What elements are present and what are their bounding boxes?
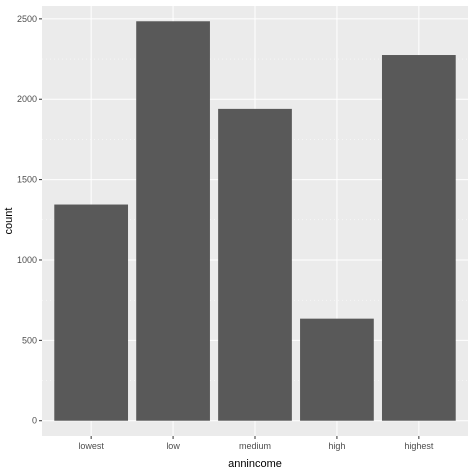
- x-axis: lowest low medium high highest: [78, 436, 434, 451]
- y-tick-label: 1000: [17, 255, 37, 265]
- y-tick-label: 2000: [17, 94, 37, 104]
- y-axis-title: count: [3, 208, 15, 235]
- bar-medium: [218, 108, 292, 421]
- x-tick-label-medium: medium: [239, 441, 271, 451]
- x-tick-label-lowest: lowest: [78, 441, 104, 451]
- y-tick-label: 1500: [17, 175, 37, 185]
- x-tick-label-highest: highest: [404, 441, 434, 451]
- bar-low: [136, 21, 210, 421]
- bar-high: [300, 318, 374, 421]
- y-tick-label: 2500: [17, 14, 37, 24]
- x-axis-title: annincome: [228, 458, 282, 470]
- x-tick-label-high: high: [328, 441, 345, 451]
- bar-highest: [381, 55, 456, 421]
- x-tick-label-low: low: [166, 441, 180, 451]
- bar-lowest: [54, 204, 129, 421]
- y-axis: 0 500 1000 1500 2000 2500: [17, 14, 42, 426]
- bars: [54, 21, 456, 421]
- y-tick-label: 0: [32, 416, 37, 426]
- y-tick-label: 500: [22, 335, 37, 345]
